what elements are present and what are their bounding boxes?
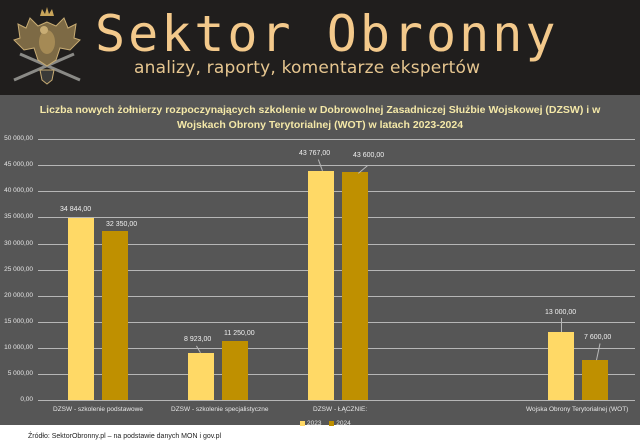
x-axis-line <box>38 400 635 401</box>
bar-2024-dzsw-lacznie <box>342 172 368 400</box>
bar-2023-szkolenie-specjalistyczne <box>188 353 214 400</box>
data-label: 8 923,00 <box>184 336 212 343</box>
y-tick-label: 50 000,00 <box>4 135 33 142</box>
gridline <box>38 296 635 297</box>
x-category-label: Wojska Obrony Terytorialnej (WOT) <box>526 406 629 413</box>
x-category-label: DZSW - szkolenie podstawowe <box>53 406 143 413</box>
gridline <box>38 139 635 140</box>
leader-line <box>561 318 562 332</box>
chart-title-line2: Wojskach Obrony Terytorialnej (WOT) w la… <box>176 119 464 131</box>
y-tick-label: 15 000,00 <box>4 318 33 325</box>
data-label: 32 350,00 <box>106 221 138 228</box>
gridline <box>38 165 635 166</box>
y-tick-label: 0,00 <box>20 396 33 403</box>
gridline <box>38 322 635 323</box>
data-label: 7 600,00 <box>584 334 612 341</box>
y-tick-label: 5 000,00 <box>7 370 33 377</box>
site-tagline: analizy, raporty, komentarze ekspertów <box>134 58 481 78</box>
gridline <box>38 374 635 375</box>
x-category-label: DZSW - szkolenie specjalistyczne <box>171 406 269 413</box>
gridline <box>38 244 635 245</box>
bar-2024-szkolenie-specjalistyczne <box>222 341 248 400</box>
gridline <box>38 191 635 192</box>
site-banner: Sektor Obronny analizy, raporty, komenta… <box>0 0 640 95</box>
chart-title: Liczba nowych żołnierzy rozpoczynających… <box>0 103 640 133</box>
data-label: 43 600,00 <box>353 152 385 159</box>
bar-2024-wot <box>582 360 608 400</box>
gridline <box>38 217 635 218</box>
y-tick-label: 30 000,00 <box>4 240 33 247</box>
chart-legend: 2023 2024 <box>300 420 357 427</box>
y-tick-label: 25 000,00 <box>4 266 33 273</box>
legend-item-2024: 2024 <box>329 420 351 427</box>
bar-2023-szkolenie-podstawowe <box>68 218 94 400</box>
chart-title-line1: Liczba nowych żołnierzy rozpoczynających… <box>39 104 601 116</box>
gridline <box>38 348 635 349</box>
data-label: 13 000,00 <box>545 309 577 316</box>
y-tick-label: 40 000,00 <box>4 187 33 194</box>
legend-item-2023: 2023 <box>300 420 321 427</box>
source-note: Źródło: SektorObronny.pl – na podstawie … <box>28 433 222 440</box>
y-tick-label: 45 000,00 <box>4 161 33 168</box>
y-tick-label: 20 000,00 <box>4 292 33 299</box>
x-category-label: DZSW - ŁĄCZNIE: <box>313 406 368 413</box>
legend-swatch-icon <box>329 420 335 426</box>
gridline <box>38 270 635 271</box>
site-title: Sektor Obronny <box>95 5 559 63</box>
y-tick-label: 10 000,00 <box>4 344 33 351</box>
bar-2023-dzsw-lacznie <box>308 171 334 400</box>
data-label: 11 250,00 <box>224 330 255 337</box>
bar-2024-szkolenie-podstawowe <box>102 231 128 400</box>
bar-2023-wot <box>548 332 574 400</box>
data-label: 34 844,00 <box>60 206 92 213</box>
legend-swatch-icon <box>300 420 305 426</box>
crowned-eagle-with-swords-icon <box>13 7 81 85</box>
y-tick-label: 35 000,00 <box>4 213 33 220</box>
data-label: 43 767,00 <box>299 150 331 157</box>
